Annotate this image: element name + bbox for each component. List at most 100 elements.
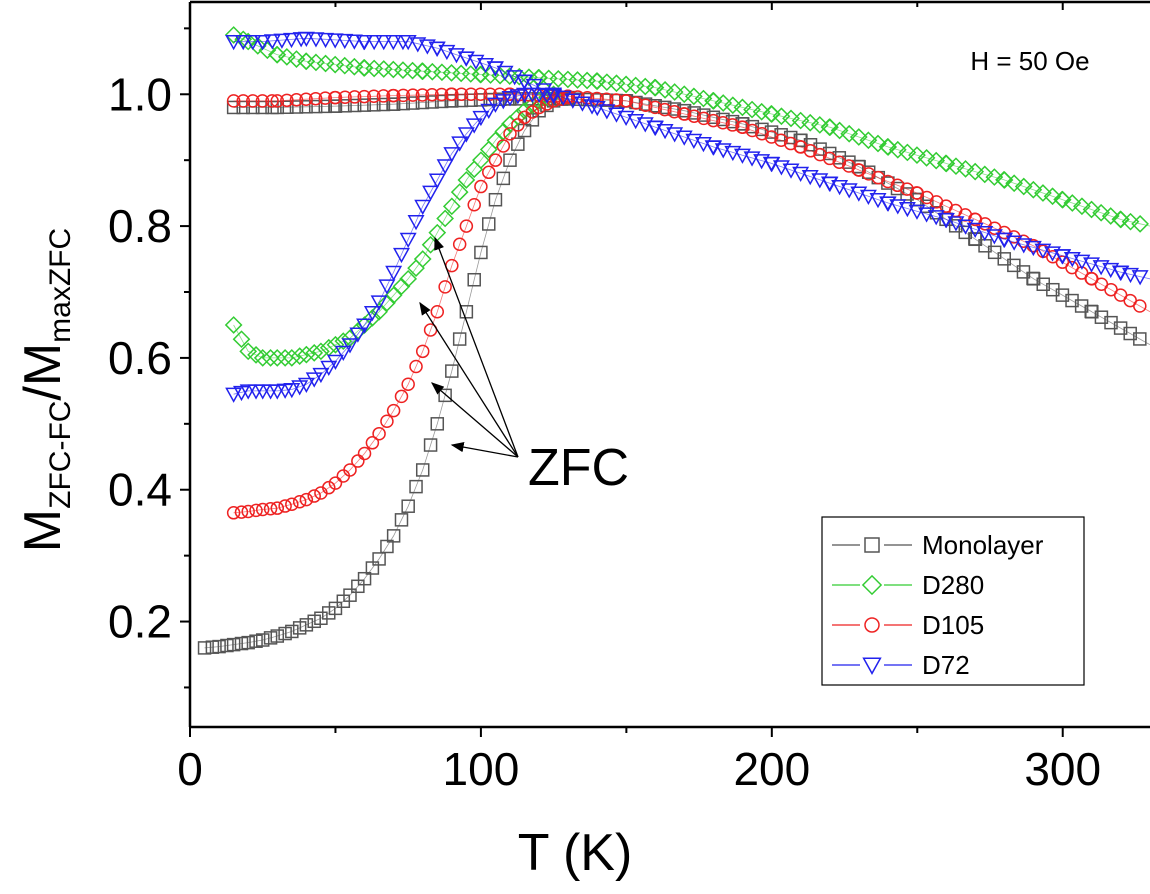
data-point bbox=[445, 364, 459, 378]
legend-marker-bg bbox=[860, 656, 884, 674]
data-point bbox=[246, 94, 260, 108]
data-point bbox=[1112, 210, 1130, 229]
data-point bbox=[415, 95, 430, 110]
data-point bbox=[241, 504, 255, 519]
data-point bbox=[356, 318, 374, 334]
y-axis-title-sub2: maxZFC bbox=[44, 228, 77, 343]
field-annotation: H = 50 Oe bbox=[970, 46, 1089, 76]
data-point bbox=[312, 367, 330, 384]
data-point bbox=[287, 50, 306, 68]
data-point bbox=[457, 171, 476, 189]
y-axis-title-main: M bbox=[14, 509, 72, 552]
series-d72-zfc bbox=[225, 87, 563, 403]
data-point bbox=[830, 121, 849, 140]
legend-label: D72 bbox=[922, 650, 970, 680]
data-point bbox=[317, 32, 335, 49]
legend-label: D105 bbox=[922, 610, 984, 640]
data-point bbox=[561, 89, 575, 103]
data-point bbox=[378, 294, 396, 312]
data-point bbox=[365, 436, 380, 450]
data-point bbox=[338, 90, 352, 104]
data-point bbox=[1053, 190, 1072, 209]
data-point bbox=[813, 142, 827, 156]
data-point bbox=[687, 109, 701, 123]
data-point bbox=[1005, 174, 1024, 193]
data-point bbox=[482, 165, 496, 180]
data-point bbox=[336, 33, 354, 50]
data-point bbox=[409, 479, 423, 494]
data-point bbox=[714, 94, 733, 112]
data-point bbox=[307, 32, 325, 48]
data-point bbox=[372, 426, 386, 441]
axis-ticks bbox=[180, 2, 1064, 737]
data-point bbox=[619, 94, 634, 108]
data-point bbox=[743, 100, 761, 119]
data-point bbox=[704, 92, 723, 110]
data-point bbox=[675, 85, 694, 104]
data-point bbox=[357, 98, 372, 112]
data-point bbox=[764, 125, 779, 139]
data-point bbox=[413, 250, 432, 268]
data-point bbox=[236, 100, 250, 115]
data-point bbox=[772, 107, 791, 126]
series-d280 bbox=[224, 26, 1150, 367]
data-point bbox=[297, 31, 315, 47]
data-point bbox=[842, 155, 856, 169]
y-axis-title-sub1: ZFC-FC bbox=[44, 401, 77, 509]
data-point bbox=[299, 92, 313, 106]
data-point bbox=[1063, 194, 1082, 212]
data-point bbox=[927, 151, 946, 170]
y-tick-label: 0.4 bbox=[108, 464, 172, 516]
data-point bbox=[457, 127, 475, 143]
data-point bbox=[399, 35, 417, 51]
data-point bbox=[357, 446, 372, 461]
data-point bbox=[292, 494, 307, 509]
data-point bbox=[248, 37, 267, 55]
data-point bbox=[367, 89, 381, 104]
data-point bbox=[393, 247, 410, 264]
data-point bbox=[995, 171, 1014, 189]
data-point bbox=[326, 354, 344, 370]
data-point bbox=[299, 618, 314, 632]
legend-entry-d105: D105 bbox=[832, 610, 984, 640]
data-point bbox=[821, 118, 839, 137]
data-point bbox=[425, 87, 439, 102]
data-point bbox=[197, 641, 212, 655]
data-point bbox=[409, 359, 423, 374]
data-point bbox=[480, 103, 498, 119]
y-tick-label: 0.2 bbox=[108, 596, 172, 648]
data-point bbox=[879, 196, 897, 212]
y-tick-label: 1.0 bbox=[108, 68, 172, 120]
data-point bbox=[908, 204, 926, 220]
data-point bbox=[1024, 180, 1043, 199]
series-d105 bbox=[226, 87, 1150, 520]
data-point bbox=[496, 139, 511, 153]
data-point bbox=[472, 110, 490, 127]
data-point bbox=[488, 153, 503, 167]
data-point bbox=[503, 127, 517, 141]
data-point bbox=[334, 345, 352, 362]
data-point bbox=[859, 131, 878, 150]
data-point bbox=[745, 123, 760, 138]
data-point bbox=[724, 145, 742, 162]
series-layer bbox=[197, 26, 1150, 655]
data-point bbox=[782, 109, 800, 128]
y-axis-title-sep: /M bbox=[14, 343, 72, 401]
data-point bbox=[212, 639, 226, 654]
data-point bbox=[501, 91, 519, 107]
data-point bbox=[871, 170, 886, 185]
data-point bbox=[363, 305, 381, 322]
data-point bbox=[282, 349, 301, 367]
data-point bbox=[1133, 299, 1147, 313]
data-point bbox=[401, 377, 415, 392]
data-point bbox=[803, 144, 818, 158]
data-point bbox=[345, 34, 363, 50]
data-point bbox=[898, 201, 916, 218]
data-point bbox=[328, 476, 343, 490]
data-point bbox=[276, 349, 294, 367]
data-point bbox=[414, 199, 432, 216]
x-tick-labels: 0 100 200 300 bbox=[177, 743, 1101, 795]
data-point bbox=[1005, 235, 1023, 251]
data-point bbox=[1102, 262, 1120, 279]
data-point bbox=[322, 480, 336, 495]
